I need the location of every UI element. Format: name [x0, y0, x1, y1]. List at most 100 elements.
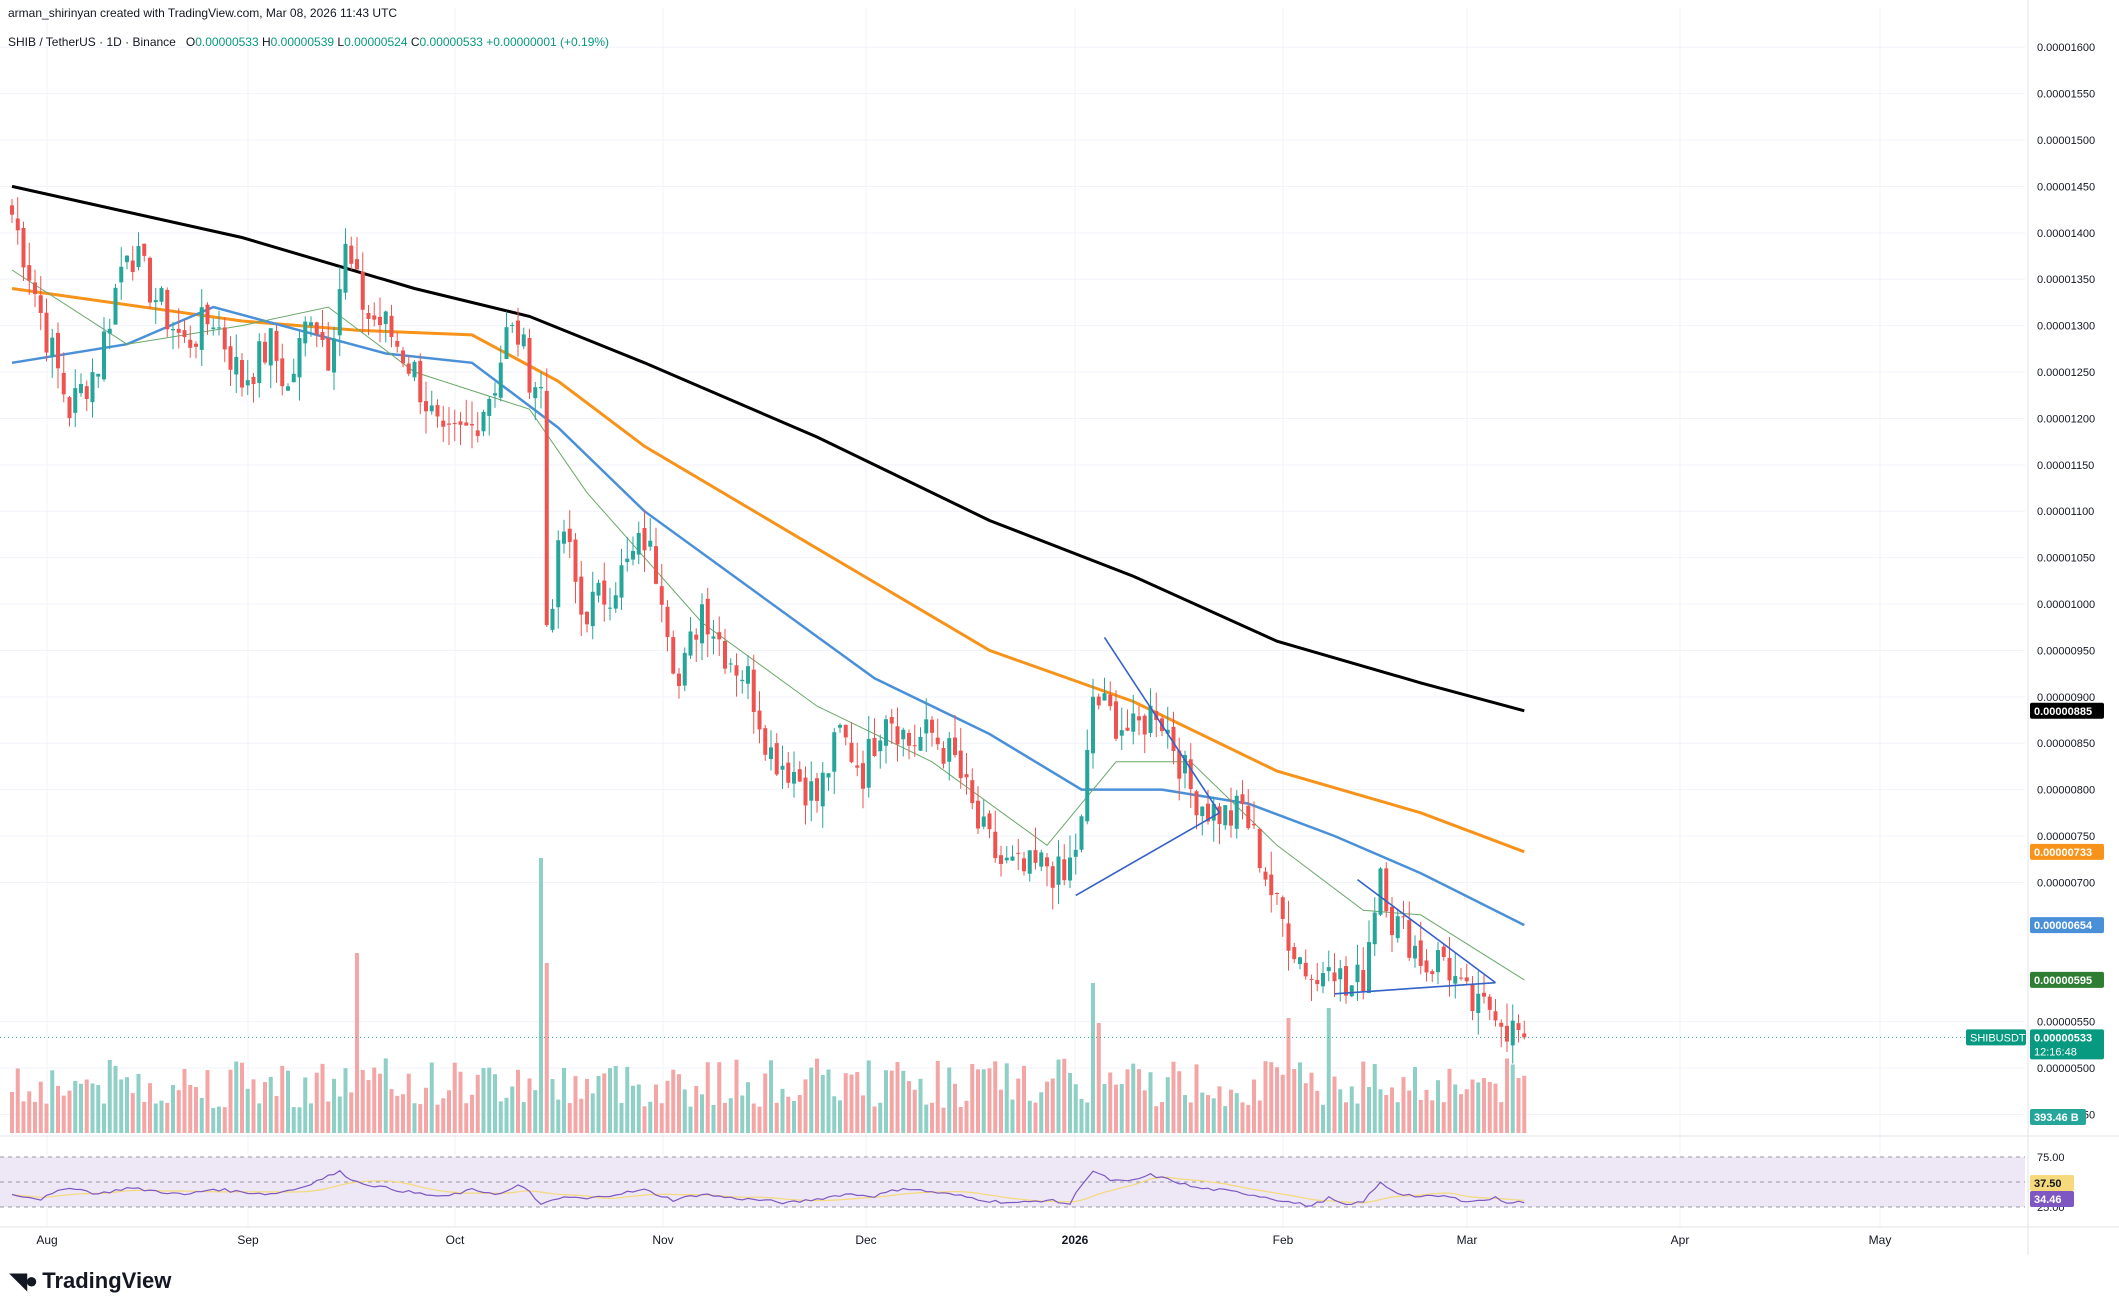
- time-axis-label: May: [1869, 1233, 1892, 1247]
- volume-bar: [142, 1101, 147, 1133]
- candle-body: [1056, 856, 1061, 885]
- candle-body: [878, 740, 883, 752]
- candle-body: [792, 771, 796, 784]
- candle-body: [987, 813, 992, 830]
- volume-bar: [602, 1073, 607, 1133]
- volume-bar: [130, 1093, 135, 1133]
- symbol-header[interactable]: SHIB / TetherUS · 1D · Binance O0.000005…: [8, 35, 609, 49]
- volume-bar: [533, 1090, 538, 1133]
- ohlc-close-value: 0.00000533: [419, 35, 483, 49]
- volume-bar: [458, 1071, 463, 1133]
- symbol-line[interactable]: SHIB / TetherUS · 1D · Binance: [8, 35, 176, 49]
- candle-body: [1091, 696, 1095, 754]
- time-axis-label: Feb: [1273, 1233, 1294, 1247]
- candle-body: [1079, 816, 1084, 850]
- candle-body: [1240, 794, 1245, 805]
- candle-body: [1344, 966, 1348, 996]
- time-axis[interactable]: Aug Sep Oct Nov Dec 2026 Feb Mar Apr May: [36, 1233, 1891, 1247]
- candle-body: [188, 339, 193, 348]
- volume-bar: [619, 1103, 624, 1133]
- volume-bar: [734, 1059, 739, 1133]
- candle-body: [1217, 806, 1222, 824]
- volume-bar: [1269, 1062, 1274, 1133]
- candle-body: [1119, 730, 1124, 736]
- volume-bar: [1361, 1061, 1366, 1133]
- volume-bar: [1378, 1089, 1383, 1133]
- price-axis-label: 0.00001550: [2037, 89, 2095, 101]
- candle-body: [1315, 979, 1320, 985]
- rsi-panel: [0, 1156, 2025, 1208]
- volume-bar: [717, 1062, 722, 1133]
- candle-body: [573, 539, 578, 582]
- candle-body: [27, 265, 32, 281]
- volume-bar: [510, 1086, 515, 1133]
- volume-bar: [1476, 1082, 1481, 1133]
- candle-body: [648, 540, 653, 547]
- volume-bar: [1522, 1075, 1527, 1133]
- volume-bar: [912, 1089, 917, 1133]
- volume-bar: [90, 1083, 95, 1133]
- volume-bar: [527, 1078, 532, 1133]
- candle-body: [96, 373, 101, 377]
- volume-bar: [1131, 1063, 1136, 1133]
- ma-black-price-tag: 0.00000885: [2034, 706, 2092, 718]
- volume-bar: [303, 1077, 308, 1133]
- candle-body: [1453, 976, 1458, 984]
- candle-body: [1378, 868, 1383, 915]
- candle-body: [533, 387, 538, 399]
- volume-bar: [521, 1102, 526, 1133]
- price-axis-label: 0.00000500: [2037, 1063, 2095, 1075]
- candle-body: [1487, 996, 1492, 1010]
- price-axis[interactable]: 0.00001600 0.00001550 0.00001500 0.00001450…: [2037, 42, 2095, 1214]
- rsi-ma-tag-bg: [2030, 1175, 2074, 1191]
- candle-body: [470, 424, 474, 426]
- volume-bar: [1482, 1078, 1486, 1133]
- volume-bar: [843, 1073, 848, 1133]
- volume-bar: [1108, 1072, 1113, 1133]
- price-axis-label: 0.00001350: [2037, 274, 2095, 286]
- volume-bar: [493, 1074, 497, 1133]
- volume-bar: [1407, 1090, 1412, 1133]
- volume-bar: [1165, 1077, 1170, 1133]
- volume-bar: [1148, 1072, 1153, 1133]
- volume-bar: [1085, 1102, 1090, 1133]
- candle-body: [636, 532, 641, 555]
- candle-body: [631, 550, 635, 560]
- time-axis-label: Sep: [237, 1233, 259, 1247]
- candle-body: [217, 327, 221, 329]
- candle-body: [1252, 823, 1256, 826]
- ohlc-change: +0.00000001 (+0.19%): [486, 35, 610, 49]
- volume-bar: [930, 1102, 934, 1133]
- volume-bar: [815, 1058, 819, 1133]
- candle-body: [1326, 967, 1331, 972]
- candle-body: [107, 328, 112, 334]
- volume-bar: [964, 1100, 969, 1133]
- candle-body: [1447, 957, 1452, 981]
- candle-body: [740, 679, 745, 682]
- volume-bar: [280, 1065, 285, 1133]
- volume-bar: [245, 1088, 250, 1133]
- candle-body: [286, 386, 290, 391]
- volume-bar: [268, 1076, 273, 1133]
- price-axis-label: 0.00001150: [2037, 460, 2094, 472]
- candle-body: [56, 332, 60, 369]
- volume-bar: [418, 1104, 423, 1133]
- candle-body: [556, 540, 561, 608]
- volume-bar: [1010, 1099, 1015, 1133]
- volume-bar: [1033, 1102, 1038, 1133]
- candle-body: [148, 257, 152, 303]
- volume-bar: [349, 1092, 354, 1133]
- candle-body: [1441, 946, 1446, 958]
- volume-bar: [504, 1097, 509, 1133]
- volume-bar: [1022, 1065, 1026, 1133]
- volume-bar: [659, 1103, 664, 1133]
- volume-bar: [171, 1084, 175, 1133]
- candle-body: [1482, 992, 1486, 997]
- candle-body: [504, 327, 509, 360]
- volume-bar: [728, 1098, 733, 1133]
- tradingview-logo[interactable]: ◥● TradingView: [10, 1268, 171, 1294]
- volume-bar: [550, 1079, 555, 1133]
- candle-body: [303, 321, 308, 344]
- volume-bar: [360, 1069, 365, 1133]
